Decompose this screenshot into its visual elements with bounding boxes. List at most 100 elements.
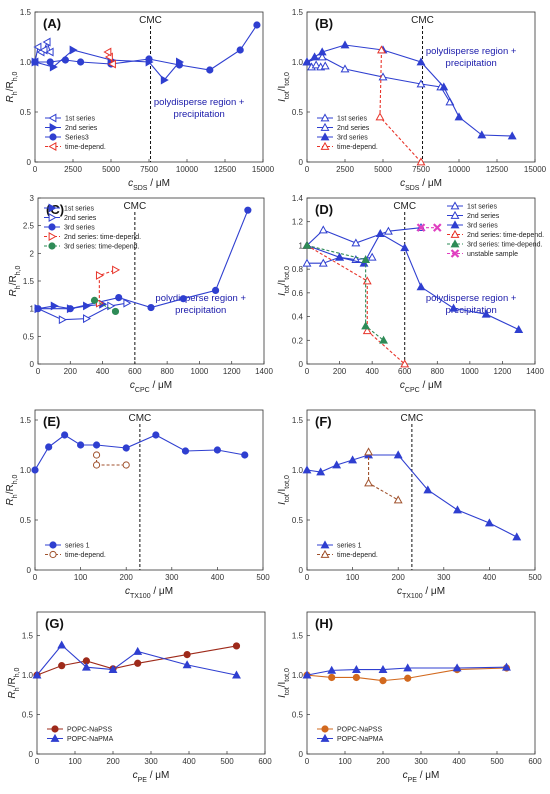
cmc-label: CMC <box>411 15 434 26</box>
data-point <box>404 674 412 682</box>
panel-tag: (G) <box>45 616 64 631</box>
y-tick-label: 1.0 <box>22 671 34 680</box>
series-3 <box>95 265 121 308</box>
x-tick-label: 0 <box>35 757 40 766</box>
data-point <box>134 659 142 667</box>
data-point <box>351 238 361 247</box>
data-point <box>42 37 51 47</box>
legend-entry: 3rd series <box>64 225 95 232</box>
legend-entry: 1st series <box>64 206 94 213</box>
legend-marker <box>49 123 58 132</box>
data-point <box>45 443 53 451</box>
x-tick-label: 200 <box>376 757 390 766</box>
legend-marker <box>320 540 330 549</box>
legend-entry: 2nd series: time-depend. <box>467 232 544 239</box>
x-tick-label: 0 <box>305 165 310 174</box>
legend-entry: POPC-NaPMA <box>337 736 384 743</box>
annotation-line1: polydisperse region + <box>426 293 517 304</box>
data-point <box>112 265 121 275</box>
annotation-line2: precipitation <box>175 305 226 316</box>
data-point <box>310 52 320 61</box>
data-point <box>211 286 220 295</box>
legend-marker <box>450 201 460 210</box>
data-point <box>58 315 67 325</box>
legend-entry: 2nd series <box>65 125 98 132</box>
x-tick-label: 400 <box>452 757 466 766</box>
data-point <box>362 326 372 335</box>
x-tick-label: 200 <box>392 573 406 582</box>
y-axis-label-sub: h <box>15 285 22 289</box>
panel-f: 0 100 200 300 400 500 0 0.5 1.0 1.5 cTX100 / μM Ito… <box>277 409 542 600</box>
legend-entry: unstable sample <box>467 251 518 258</box>
y-axis-label-rest-sub: tot,0 <box>284 266 291 280</box>
series-3 <box>375 45 426 166</box>
x-tick-label: 7500 <box>140 165 158 174</box>
data-point <box>383 226 393 235</box>
x-tick-label: 500 <box>256 573 270 582</box>
data-point <box>179 295 187 303</box>
series-4 <box>302 240 388 344</box>
series-0 <box>302 450 522 541</box>
x-axis-label: cTX100 / μM <box>397 586 445 600</box>
series-1 <box>302 662 511 679</box>
x-tick-label: 0 <box>305 573 310 582</box>
legend: POPC-NaPSS POPC-NaPMA <box>47 725 114 743</box>
data-point <box>181 447 190 455</box>
data-point <box>379 677 387 685</box>
x-tick-label: 600 <box>258 757 272 766</box>
y-tick-label: 0.5 <box>22 711 34 720</box>
data-point <box>92 461 101 469</box>
data-point <box>32 670 42 679</box>
legend-entry: 3rd series: time-depend. <box>467 242 543 249</box>
data-point <box>433 223 442 232</box>
x-tick-label: 2500 <box>336 165 354 174</box>
legend-marker <box>48 242 56 250</box>
y-axis-label-sub: tot <box>284 91 291 99</box>
data-point <box>340 40 350 49</box>
x-tick-label: 1000 <box>461 367 479 376</box>
y-axis-label-rest: /R <box>5 81 16 91</box>
y-tick-label: 0 <box>27 158 32 167</box>
series-4 <box>90 296 120 316</box>
panel-tag: (E) <box>43 414 60 429</box>
x-tick-label: 0 <box>305 757 310 766</box>
legend-marker <box>48 203 57 213</box>
x-tick-label: 400 <box>211 573 225 582</box>
panel-tag: (D) <box>315 202 333 217</box>
data-point <box>364 478 374 487</box>
x-tick-label: 15000 <box>524 165 547 174</box>
legend-marker <box>320 113 330 122</box>
x-tick-label: 5000 <box>374 165 392 174</box>
y-axis-label-sub: h <box>12 91 19 95</box>
x-axis-label-sub: CPC <box>135 387 150 394</box>
panel-tag: (H) <box>315 616 333 631</box>
series-0 <box>31 431 249 474</box>
data-point <box>403 663 413 672</box>
x-tick-label: 200 <box>120 573 134 582</box>
series-line <box>34 434 245 471</box>
y-tick-label: 3 <box>30 194 35 203</box>
y-axis-label-rest-sub: tot,0 <box>284 668 291 682</box>
y-axis-label-rest: /R <box>7 677 18 687</box>
data-point <box>318 225 328 234</box>
x-tick-label: 100 <box>346 573 360 582</box>
y-tick-label: 0 <box>299 158 304 167</box>
y-axis-label-rest-sub: h,0 <box>14 667 21 677</box>
y-axis-label-main: I <box>277 99 288 102</box>
panel-b: 0 2500 5000 7500 10000 12500 15000 0 0.5 1.0 1.5 cS… <box>277 8 547 192</box>
series-line <box>379 49 422 163</box>
y-axis-label-sub: h <box>14 687 21 691</box>
data-point <box>152 431 160 439</box>
annotation-line2: precipitation <box>174 109 225 120</box>
y-axis-label-rest-sub: h,0 <box>15 265 22 275</box>
legend-entry: time-depend. <box>337 144 378 151</box>
y-axis-label: Rh/Rh,0 <box>8 265 22 296</box>
data-point <box>182 660 192 669</box>
data-point <box>122 461 130 469</box>
data-point <box>46 58 54 66</box>
y-tick-label: 1.4 <box>292 194 304 203</box>
data-point <box>317 47 327 56</box>
y-axis-label-main: I <box>277 695 288 698</box>
data-point <box>95 271 104 280</box>
